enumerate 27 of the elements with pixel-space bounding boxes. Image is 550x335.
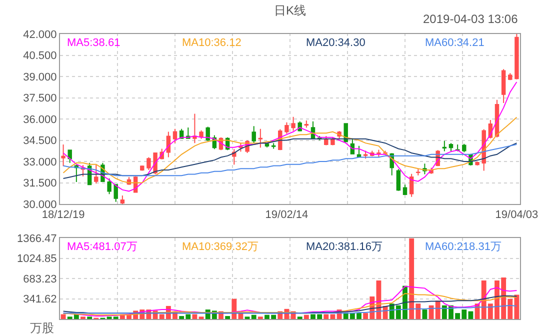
y-tick-label: 34.500	[23, 135, 57, 148]
y-tick-label: 33.000	[23, 156, 57, 168]
text: MA5:481.07万	[67, 241, 138, 253]
y-tick-label: 42.000	[23, 28, 57, 41]
y-tick-label: 39.000	[23, 71, 57, 84]
text: MA60:218.31万	[425, 241, 502, 253]
y-tick-label: 37.500	[23, 92, 57, 105]
y-tick-label: 1366.47	[17, 232, 57, 245]
text: MA60:34.21	[425, 37, 484, 49]
x-tick-label: 18/12/19	[42, 209, 85, 222]
y-tick-label: 683.23	[23, 273, 57, 286]
text: MA10:36.12	[182, 37, 242, 49]
text: MA10:369.32万	[182, 241, 258, 253]
y-tick-label: 40.500	[23, 50, 57, 62]
text: MA20:34.30	[306, 37, 366, 49]
y-tick-label: 31.500	[23, 178, 57, 190]
y-tick-label: 341.62	[23, 294, 57, 306]
y-tick-label: 1024.85	[17, 253, 57, 266]
y-axis-title: 万股	[30, 321, 54, 335]
y-tick-label: 36.000	[23, 114, 57, 126]
text: MA5:38.61	[67, 37, 120, 49]
text: MA20:381.16万	[306, 241, 382, 253]
text: 2019-04-03 13:06	[423, 12, 518, 26]
x-tick-label: 19/04/03	[495, 209, 538, 222]
y-tick-label: 30.000	[23, 198, 57, 211]
x-tick-label: 19/02/14	[265, 209, 308, 222]
chart-title: 日K线	[274, 3, 306, 18]
